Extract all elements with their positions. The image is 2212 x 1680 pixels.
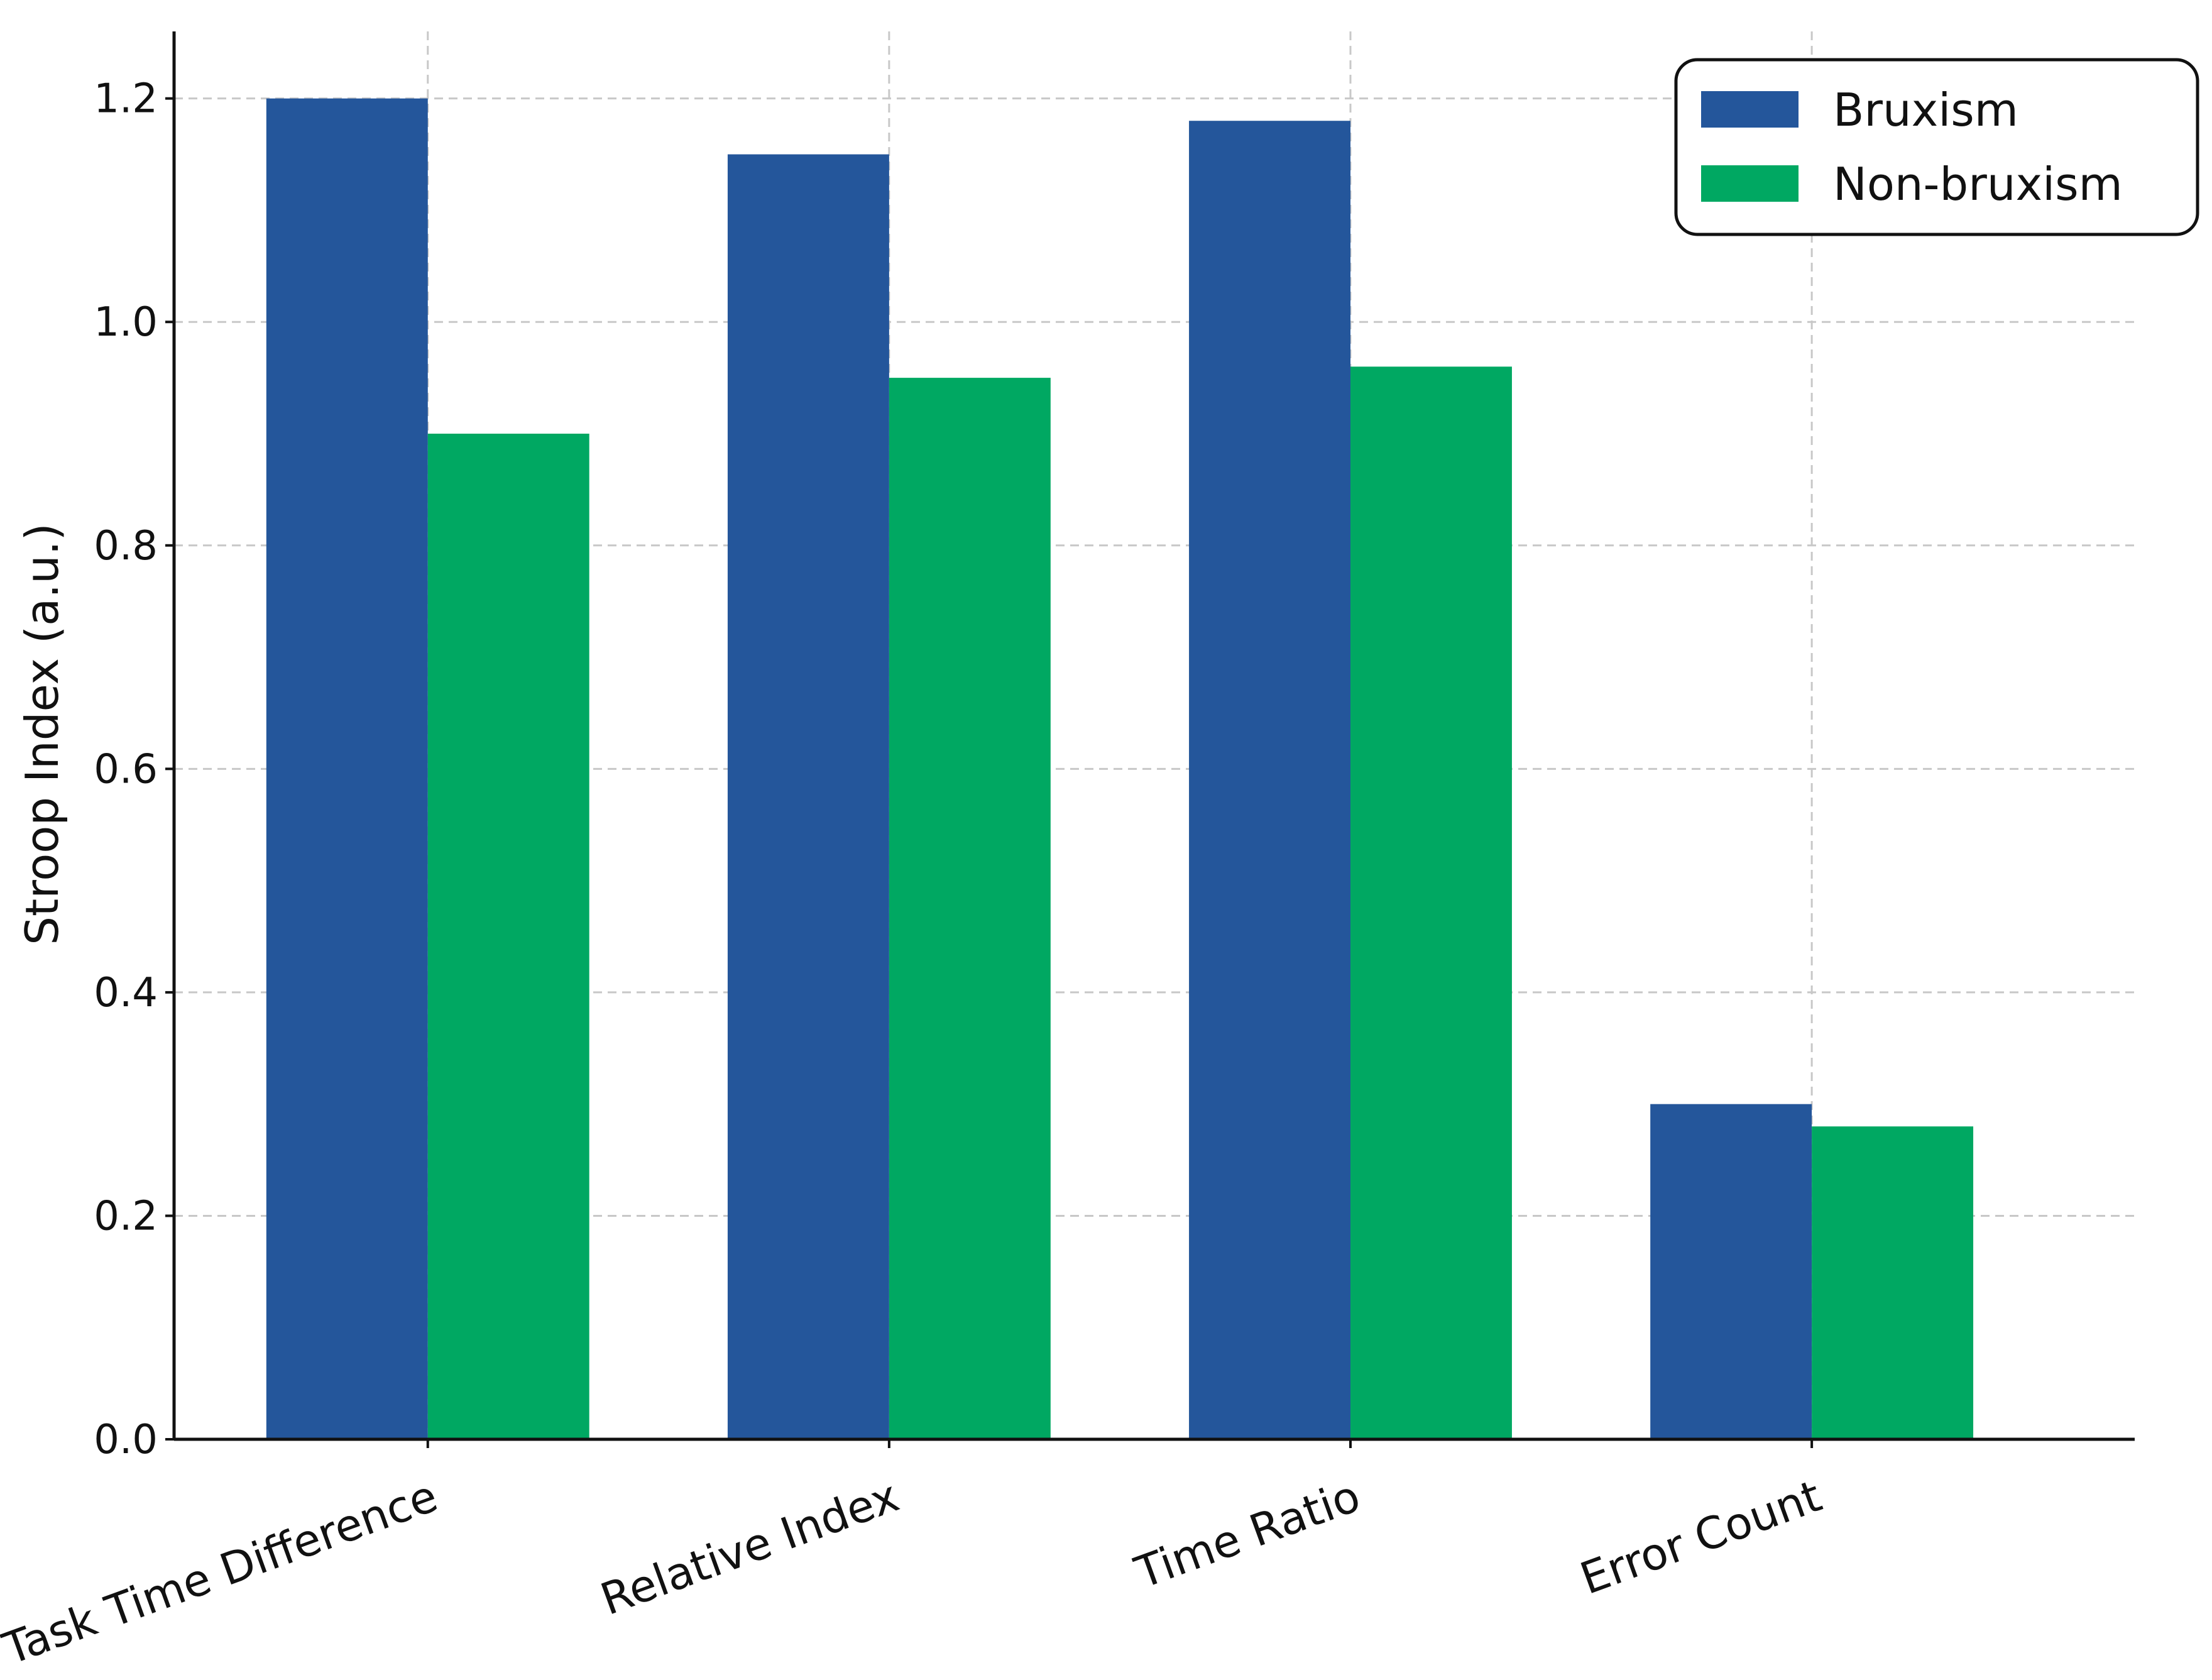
bar-non-bruxism-error-count [1812, 1126, 1974, 1439]
x-tick-label-relative-index: Relative Index [594, 1470, 905, 1625]
y-tick-label-3: 0.6 [94, 746, 158, 793]
y-tick-label-2: 0.4 [94, 970, 158, 1016]
y-tick-label-4: 0.8 [94, 523, 158, 569]
x-axis-category-labels: Task Time Difference Relative Index Time R… [0, 1439, 1828, 1675]
y-tick-label-0: 0.0 [94, 1417, 158, 1463]
legend-swatch-bruxism [1701, 91, 1799, 128]
bar-bruxism-task-time-difference [266, 98, 428, 1439]
bars [266, 98, 1974, 1440]
y-axis-ticks: 0.0 0.2 0.4 0.6 0.8 1.0 1.2 [94, 76, 174, 1463]
x-tick-label-error-count: Error Count [1574, 1470, 1828, 1605]
legend-label-bruxism: Bruxism [1833, 84, 2018, 136]
legend: Bruxism Non-bruxism [1674, 58, 2199, 236]
bar-bruxism-time-ratio [1189, 121, 1350, 1440]
bar-non-bruxism-time-ratio [1350, 366, 1512, 1440]
legend-box [1674, 58, 2199, 236]
legend-swatch-non-bruxism [1701, 165, 1799, 202]
y-tick-label-6: 1.2 [94, 76, 158, 123]
bar-non-bruxism-task-time-difference [427, 434, 589, 1439]
y-tick-label-5: 1.0 [94, 299, 158, 346]
bar-bruxism-relative-index [727, 154, 889, 1440]
bar-bruxism-error-count [1650, 1104, 1812, 1439]
x-tick-label-task-time-difference: Task Time Difference [0, 1470, 444, 1675]
bar-non-bruxism-relative-index [889, 378, 1051, 1439]
y-tick-label-1: 0.2 [94, 1193, 158, 1239]
axes [172, 31, 2135, 1441]
legend-label-non-bruxism: Non-bruxism [1833, 158, 2123, 211]
x-tick-label-time-ratio: Time Ratio [1128, 1470, 1367, 1599]
y-axis-title: Stroop Index (a.u.) [16, 523, 68, 945]
